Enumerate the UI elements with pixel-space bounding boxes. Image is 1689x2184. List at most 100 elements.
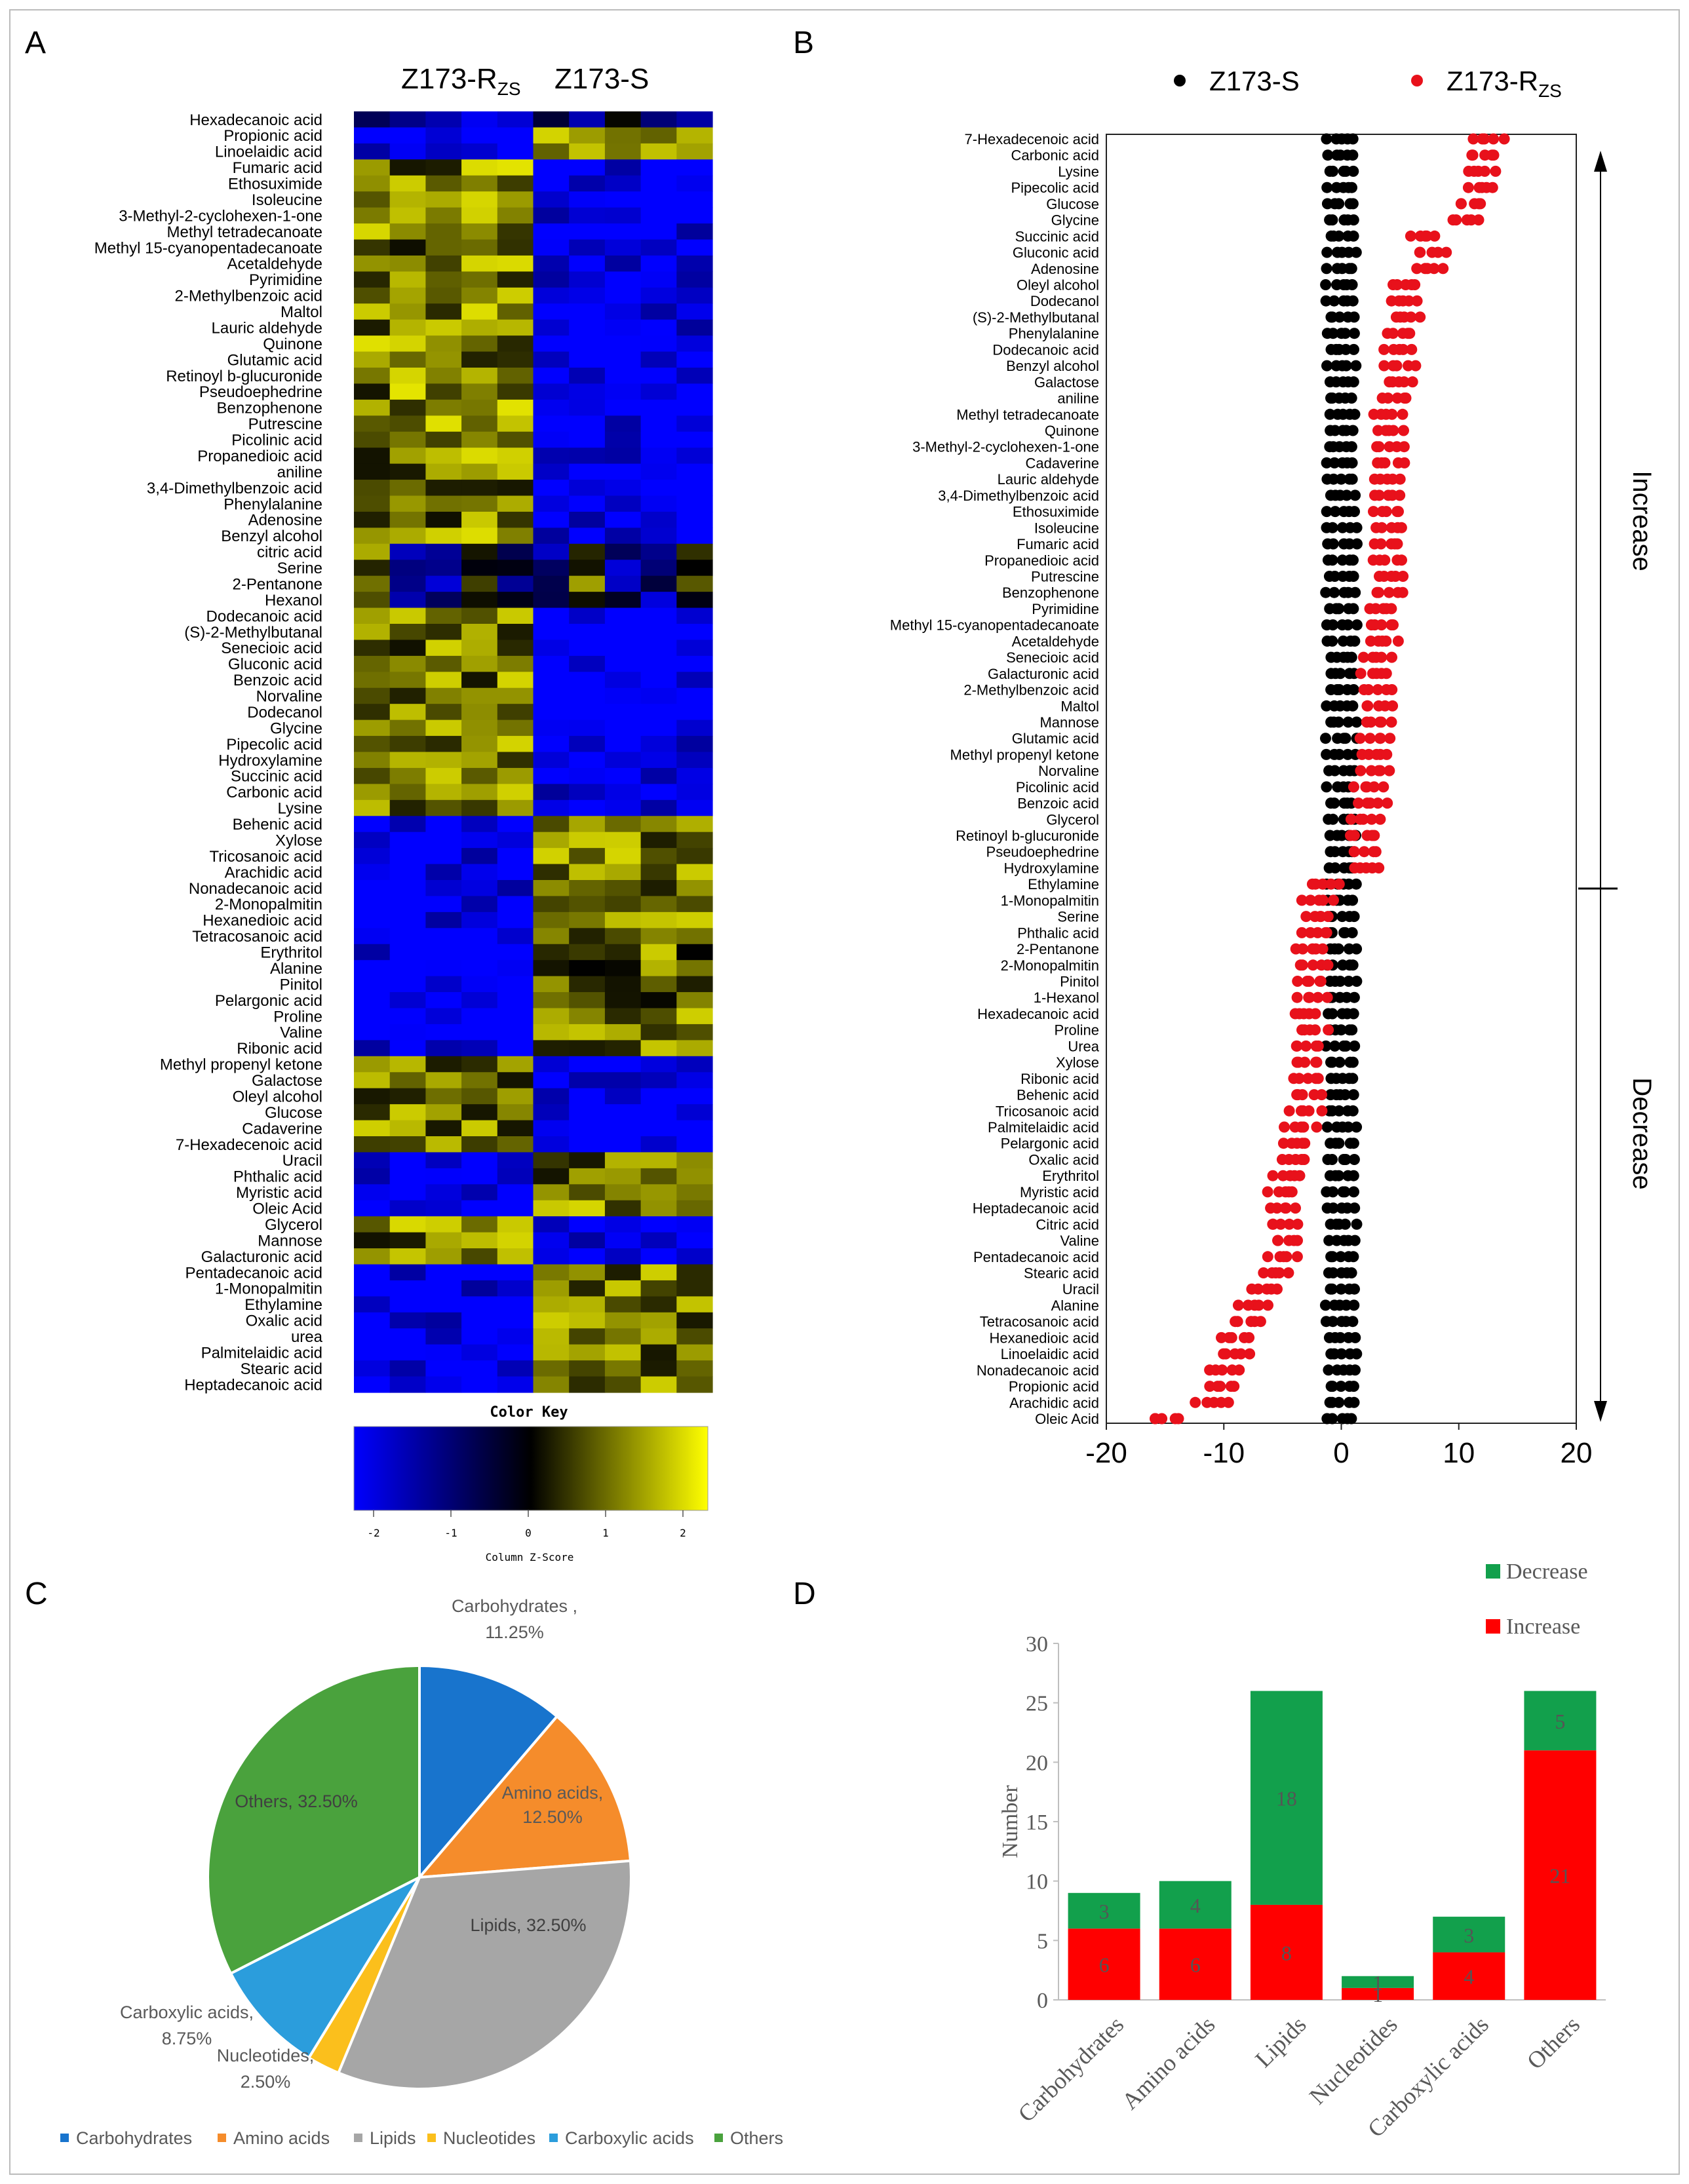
z173-rzs-point (1321, 927, 1332, 938)
heatmap-cell (461, 784, 498, 801)
heatmap-cell (354, 704, 391, 721)
heatmap-cell (533, 1312, 570, 1329)
heatmap-cell (389, 1104, 426, 1121)
heatmap-cell (425, 624, 462, 641)
heatmap-cell (389, 463, 426, 480)
z173-rzs-point (1398, 441, 1410, 453)
heatmap-cell (497, 511, 534, 528)
heatmap-cell (497, 303, 534, 320)
category-label: Benzophenone (1002, 584, 1099, 601)
heatmap-cell (389, 1024, 426, 1041)
heatmap-cell (497, 191, 534, 208)
z173-s-point (1346, 393, 1357, 404)
heatmap-cell (533, 527, 570, 545)
heatmap-cell (497, 463, 534, 480)
heatmap-cell (389, 767, 426, 784)
z173-s-point (1329, 846, 1341, 858)
heatmap-cell (676, 1216, 713, 1233)
z173-s-point (1340, 1218, 1351, 1230)
heatmap-cell (640, 1248, 677, 1265)
z173-s-point (1346, 473, 1358, 485)
z173-s-point (1351, 522, 1363, 533)
heatmap-cell (640, 159, 677, 176)
heatmap-cell (354, 543, 391, 560)
heatmap-cell (461, 463, 498, 480)
z173-rzs-point (1244, 1348, 1256, 1360)
z173-s-point (1329, 295, 1340, 307)
heatmap-cell (389, 752, 426, 769)
heatmap-cell (425, 928, 462, 945)
heatmap-cell (640, 271, 677, 288)
z173-rzs-point (1379, 457, 1391, 469)
heatmap-cell (389, 159, 426, 176)
z173-s-point (1349, 1202, 1361, 1214)
heatmap-cell (533, 143, 570, 160)
z173-rzs-point (1258, 1267, 1270, 1278)
heatmap-cell (640, 207, 677, 224)
heatmap-cell (604, 1344, 642, 1361)
heatmap-cell (354, 1360, 391, 1377)
z173-s-point (1348, 328, 1360, 339)
category-label: Retinoyl b-glucuronide (956, 828, 1099, 844)
heatmap-cell (354, 864, 391, 881)
increase-bar-segment (1524, 1750, 1597, 2000)
legend-marker (1174, 75, 1186, 86)
heatmap-cell (604, 1232, 642, 1249)
heatmap-cell (425, 480, 462, 497)
heatmap-cell (354, 1216, 391, 1233)
z173-s-point (1320, 586, 1332, 598)
heatmap-row-label: Erythritol (260, 944, 322, 962)
heatmap-cell (533, 848, 570, 865)
heatmap-cell (389, 527, 426, 545)
color-key-axis-label: Column Z-Score (486, 1551, 574, 1563)
heatmap-row-label: 2-Monopalmitin (215, 896, 322, 913)
heatmap-cell (354, 592, 391, 609)
z173-rzs-point (1397, 343, 1409, 355)
heatmap-cell (389, 799, 426, 816)
heatmap-row-label: Alanine (270, 960, 322, 978)
heatmap-cell (461, 704, 498, 721)
heatmap-cell (604, 1104, 642, 1121)
z173-rzs-point (1273, 1267, 1285, 1278)
heatmap-cell (354, 655, 391, 672)
heatmap-cell (389, 848, 426, 865)
z173-s-point (1346, 1413, 1357, 1425)
heatmap-cell (604, 303, 642, 320)
category-label: Ribonic acid (1020, 1071, 1099, 1087)
heatmap-cell (676, 399, 713, 416)
z173-rzs-point (1373, 489, 1385, 501)
heatmap-cell (533, 448, 570, 465)
z173-rzs-point (1396, 554, 1407, 566)
heatmap-cell (425, 816, 462, 833)
heatmap-cell (461, 1104, 498, 1121)
heatmap-cell (425, 655, 462, 672)
heatmap-cell (389, 1008, 426, 1025)
heatmap-group-title: Z173-S (554, 63, 649, 95)
heatmap-cell (461, 255, 498, 272)
x-category-label: Lipids (1250, 2011, 1311, 2072)
z173-rzs-point (1368, 506, 1379, 518)
heatmap-cell (497, 911, 534, 929)
heatmap-cell (461, 911, 498, 929)
z173-s-point (1350, 360, 1362, 372)
heatmap-cell (497, 832, 534, 849)
z173-rzs-point (1357, 813, 1369, 825)
z173-rzs-point (1315, 911, 1327, 923)
z173-s-point (1327, 1186, 1339, 1198)
z173-s-point (1346, 279, 1358, 290)
heatmap-cell (533, 944, 570, 961)
z173-s-point (1348, 684, 1359, 695)
z173-rzs-point (1220, 1348, 1232, 1360)
heatmap-cell (640, 560, 677, 577)
pie-slice-percent: 11.25% (485, 1622, 544, 1642)
heatmap-cell (604, 1072, 642, 1089)
category-label: Galacturonic acid (988, 666, 1099, 682)
z173-rzs-point (1450, 214, 1462, 226)
arrow-up-icon (1594, 151, 1607, 172)
heatmap-cell (425, 1024, 462, 1041)
heatmap-cell (425, 448, 462, 465)
category-label: Erythritol (1042, 1168, 1099, 1184)
heatmap-cell (640, 592, 677, 609)
z173-s-point (1349, 1283, 1360, 1295)
z173-rzs-point (1325, 878, 1337, 890)
